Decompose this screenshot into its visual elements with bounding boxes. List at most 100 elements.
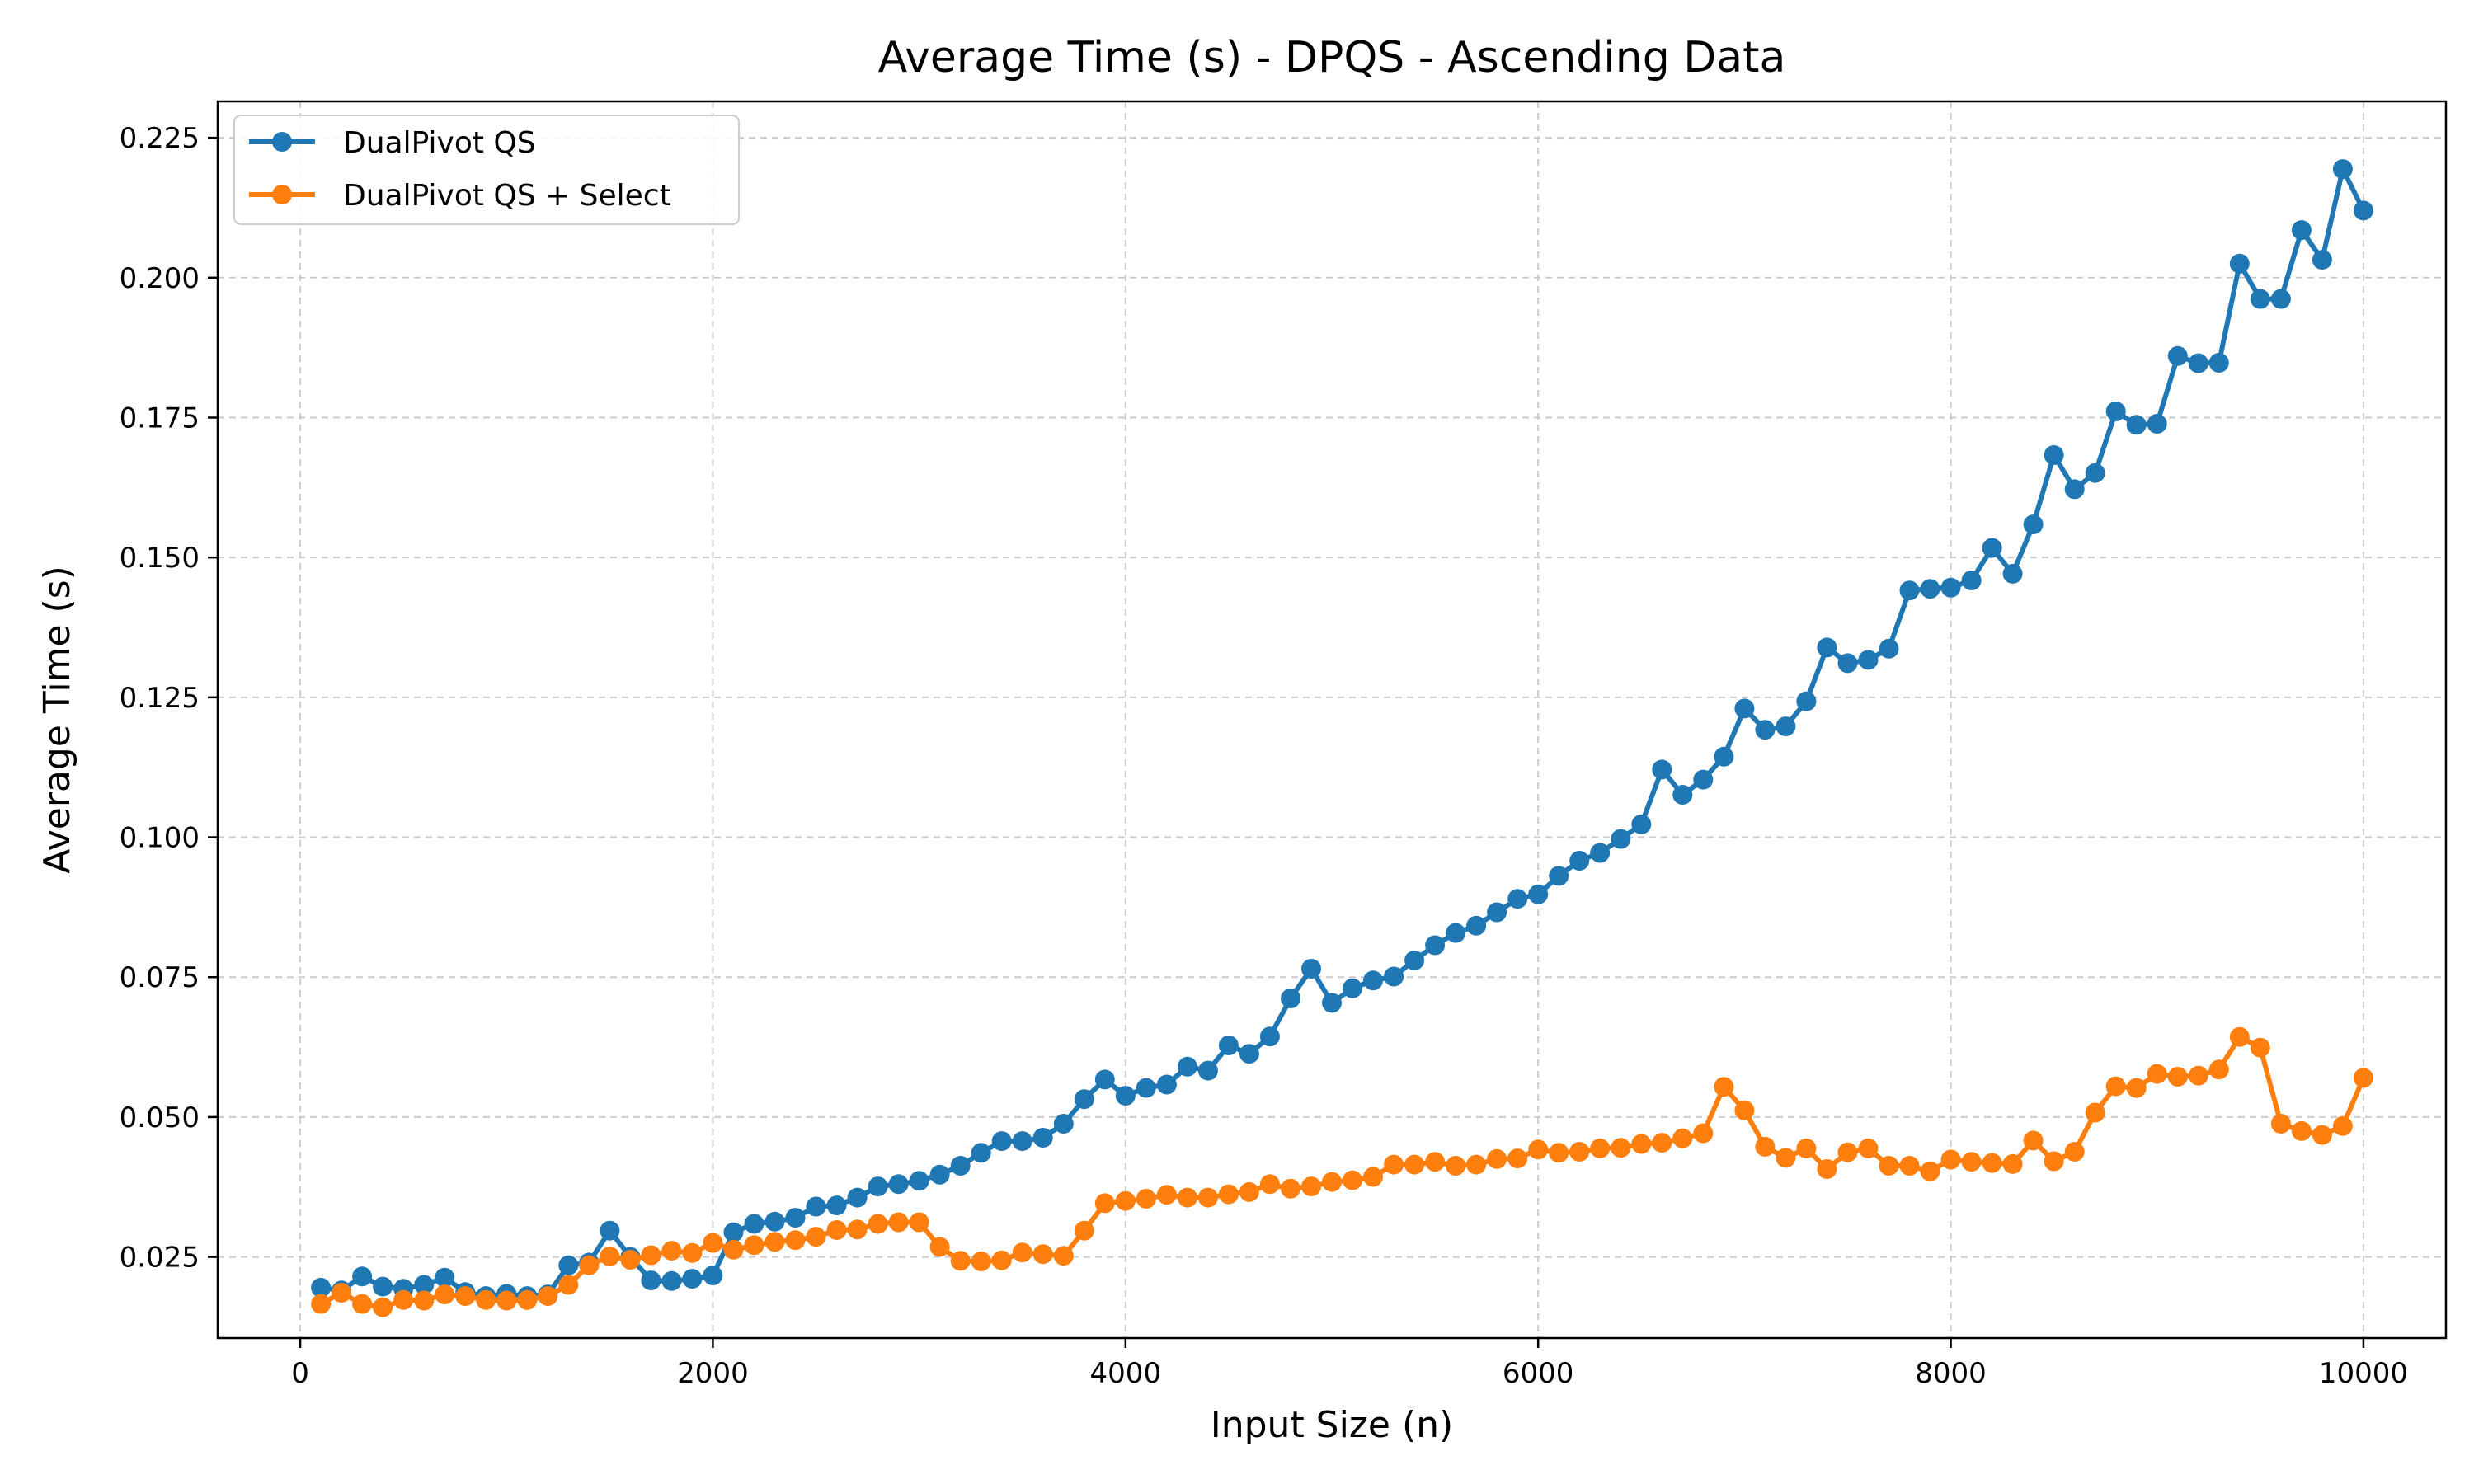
data-point (888, 1174, 909, 1195)
data-point (1322, 1172, 1342, 1192)
data-point (476, 1289, 496, 1310)
data-point (950, 1156, 971, 1176)
data-point (1899, 1156, 1920, 1176)
data-point (723, 1222, 744, 1242)
series-2 (311, 1026, 2373, 1317)
data-point (1776, 1148, 1796, 1168)
data-point (1363, 1167, 1383, 1187)
chart-title: Average Time (s) - DPQS - Ascending Data (878, 33, 1786, 82)
data-point (393, 1289, 414, 1310)
data-point (1053, 1114, 1074, 1134)
legend: DualPivot QS DualPivot QS + Select (233, 115, 740, 225)
data-point (1384, 1154, 1404, 1175)
data-point (311, 1277, 332, 1298)
data-point (1590, 1138, 1611, 1158)
data-point (991, 1131, 1012, 1152)
data-point (1879, 1156, 1899, 1176)
data-point (620, 1250, 641, 1270)
data-point (1776, 716, 1796, 737)
data-point (1177, 1056, 1197, 1077)
data-point (847, 1187, 868, 1208)
data-point (806, 1227, 826, 1247)
data-point (2353, 1068, 2373, 1088)
data-point (1693, 1123, 1714, 1144)
data-point (1094, 1069, 1115, 1090)
data-point (950, 1251, 971, 1271)
data-point (1487, 1148, 1507, 1169)
data-point (517, 1289, 538, 1310)
data-point (1281, 989, 1300, 1008)
data-point (1528, 1139, 1549, 1160)
data-point (1404, 950, 1425, 970)
data-point (1012, 1242, 1032, 1263)
data-point (1507, 889, 1528, 909)
data-point (764, 1232, 785, 1252)
x-tick-label: 0 (291, 1357, 309, 1390)
data-point (435, 1284, 455, 1305)
data-point (1239, 1044, 1259, 1064)
data-point (909, 1212, 929, 1233)
data-point (1197, 1187, 1218, 1208)
data-point (2332, 1115, 2353, 1136)
data-point (1507, 1148, 1528, 1169)
data-point (600, 1246, 620, 1266)
data-point (2064, 479, 2085, 500)
data-point (1363, 970, 1383, 991)
data-point (1652, 759, 1672, 780)
data-point (1466, 1154, 1487, 1175)
y-tick-label: 0.075 (120, 961, 200, 994)
legend-marker (272, 132, 292, 152)
data-point (1569, 1142, 1590, 1162)
legend-label: DualPivot QS + Select (343, 179, 671, 213)
data-point (2147, 414, 2167, 434)
data-point (2105, 1076, 2126, 1097)
data-point (2126, 415, 2147, 435)
data-point (744, 1235, 764, 1256)
data-point (1239, 1181, 1259, 1202)
data-point (1425, 1152, 1446, 1172)
ticks: 0 2000 4000 6000 8000 10000 0.025 0.050 0.075 0.1… (120, 122, 2408, 1390)
data-point (661, 1270, 682, 1291)
data-point (1281, 1178, 1300, 1199)
data-point (1569, 851, 1590, 871)
data-point (2291, 220, 2312, 241)
data-point (1053, 1246, 1074, 1266)
data-point (2353, 200, 2373, 221)
data-point (2188, 353, 2208, 373)
data-point (641, 1270, 661, 1291)
data-point (785, 1208, 806, 1228)
data-point (2044, 1151, 2064, 1172)
data-point (764, 1211, 785, 1232)
data-point (1177, 1187, 1197, 1208)
data-point (2147, 1064, 2167, 1084)
data-point (1218, 1184, 1239, 1205)
data-point (661, 1241, 682, 1261)
data-point (2126, 1078, 2147, 1098)
data-point (414, 1275, 435, 1295)
data-point (2332, 159, 2353, 180)
data-point (1796, 1138, 1817, 1158)
data-point (1343, 978, 1362, 998)
legend-box (233, 115, 740, 225)
data-point (929, 1164, 950, 1185)
grid (218, 101, 2446, 1338)
data-point (2270, 289, 2291, 309)
data-point (806, 1196, 826, 1217)
x-tick-label: 4000 (1090, 1357, 1162, 1390)
data-point (2064, 1142, 2085, 1162)
data-point (1961, 571, 1982, 590)
data-point (785, 1230, 806, 1251)
data-point (1714, 1077, 1734, 1097)
data-point (538, 1286, 558, 1307)
data-point (1590, 843, 1611, 863)
data-point (1734, 1100, 1755, 1120)
y-tick-label: 0.175 (120, 402, 200, 434)
data-point (2229, 1026, 2250, 1047)
x-tick-label: 10000 (2319, 1357, 2408, 1390)
data-point (2044, 445, 2064, 465)
data-point (826, 1195, 847, 1216)
data-point (1343, 1170, 1362, 1190)
data-point (2229, 253, 2250, 274)
data-point (1404, 1154, 1425, 1175)
data-point (991, 1250, 1012, 1270)
